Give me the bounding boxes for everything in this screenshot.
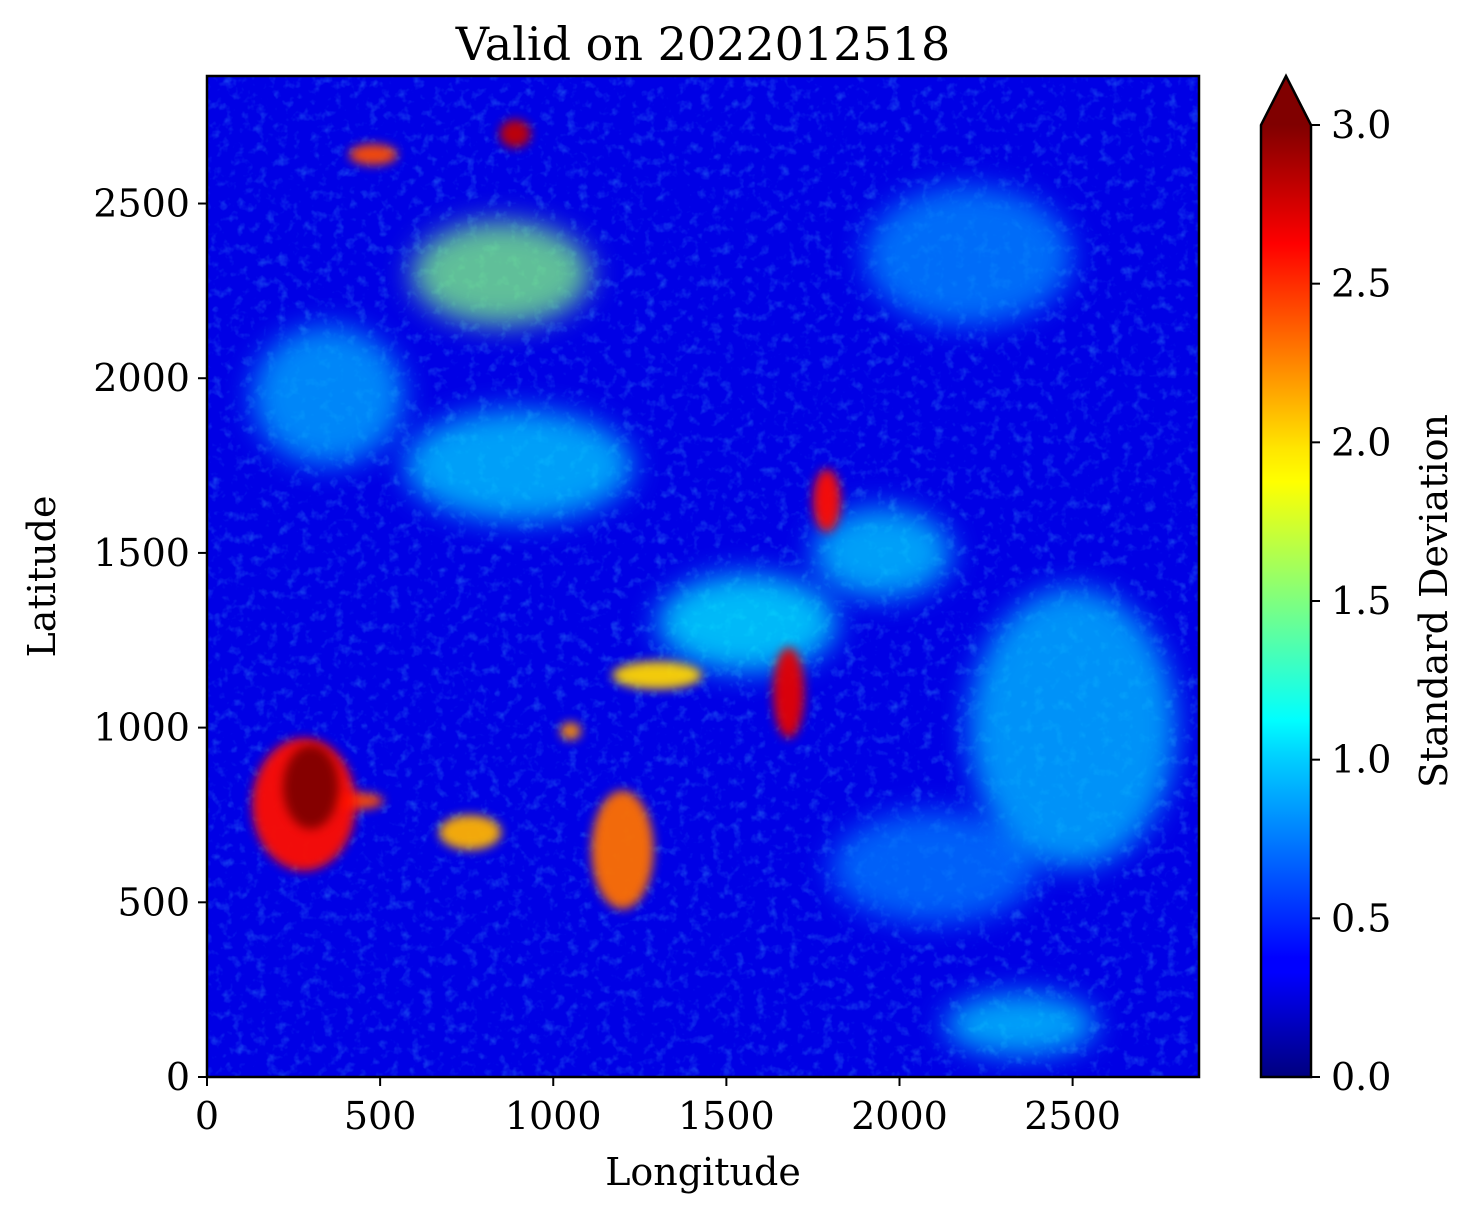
heatmap-feature xyxy=(612,661,703,690)
heatmap-feature xyxy=(812,507,952,599)
heatmap-feature xyxy=(252,325,405,466)
heatmap-feature xyxy=(830,811,1038,924)
y-tick-label: 1500 xyxy=(93,531,190,575)
x-tick-label: 2000 xyxy=(851,1094,948,1138)
heatmap-feature xyxy=(812,469,841,532)
heatmap-feature xyxy=(944,993,1097,1057)
y-tick-label: 1000 xyxy=(93,706,190,750)
heatmap-feature xyxy=(438,814,502,850)
heatmap-feature xyxy=(411,220,592,326)
heatmap-feature xyxy=(283,745,339,829)
colorbar-extend-arrow xyxy=(1261,76,1311,125)
heatmap-feature xyxy=(499,119,531,148)
x-tick-label: 2500 xyxy=(1024,1094,1121,1138)
colorbar: 0.0 0.5 1.0 1.5 2.0 2.5 3.0 Standard Deviation xyxy=(1259,73,1456,1099)
heatmap-feature xyxy=(657,573,838,672)
y-axis: 0 500 1000 1500 2000 2500 xyxy=(93,182,207,1099)
heatmap-plot-area xyxy=(207,76,1199,1077)
heatmap-feature xyxy=(404,409,633,522)
x-tick-label: 500 xyxy=(344,1094,417,1138)
colorbar-tick-label: 2.0 xyxy=(1331,420,1391,464)
colorbar-tick-label: 2.5 xyxy=(1331,262,1391,306)
x-tick-label: 1500 xyxy=(678,1094,775,1138)
colorbar-tick-label: 3.0 xyxy=(1331,103,1391,147)
colorbar-tick-label: 1.0 xyxy=(1331,738,1391,782)
heatmap-feature xyxy=(968,587,1177,868)
chart-title: Valid on 2022012518 xyxy=(455,17,951,71)
plot-frame xyxy=(205,74,1201,1079)
x-tick-label: 0 xyxy=(195,1094,219,1138)
colorbar-tick-label: 0.5 xyxy=(1331,896,1391,940)
colorbar-ticks: 0.0 0.5 1.0 1.5 2.0 2.5 3.0 xyxy=(1311,103,1391,1099)
x-axis-label: Longitude xyxy=(605,1150,801,1194)
x-tick-label: 1000 xyxy=(505,1094,602,1138)
heatmap-feature xyxy=(560,722,581,740)
y-tick-label: 2000 xyxy=(93,356,190,400)
y-tick-label: 2500 xyxy=(93,182,190,226)
colorbar-outline xyxy=(1259,73,1313,1079)
heatmap-feature xyxy=(591,790,654,910)
heatmap-feature xyxy=(773,647,805,739)
y-axis-label: Latitude xyxy=(20,496,64,658)
x-axis: 0 500 1000 1500 2000 2500 xyxy=(195,1077,1121,1138)
heatmap-feature xyxy=(348,144,398,166)
colorbar-tick-label: 0.0 xyxy=(1331,1055,1391,1099)
heatmap-features xyxy=(252,119,1177,1057)
colorbar-tick-label: 1.5 xyxy=(1331,579,1391,623)
colorbar-gradient xyxy=(1261,125,1311,1077)
y-tick-label: 500 xyxy=(117,880,190,924)
heatmap-feature xyxy=(864,186,1073,326)
colorbar-label: Standard Deviation xyxy=(1412,414,1456,788)
y-tick-label: 0 xyxy=(166,1055,190,1099)
